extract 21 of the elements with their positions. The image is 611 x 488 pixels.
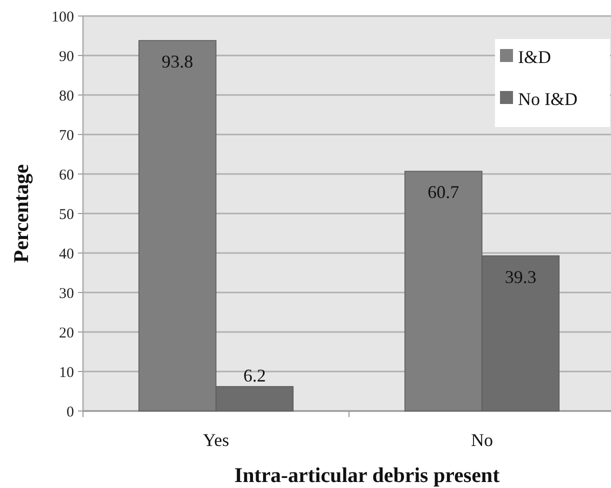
data-label: 93.8 <box>162 51 194 72</box>
y-tick-label: 70 <box>59 128 74 144</box>
y-tick-label: 90 <box>59 48 74 65</box>
y-tick-label: 0 <box>66 404 74 420</box>
legend-label: I&D <box>518 47 551 67</box>
y-tick-label: 100 <box>52 9 74 26</box>
y-tick-label: 80 <box>59 88 74 104</box>
y-tick-label: 60 <box>59 167 74 184</box>
x-tick-label: No <box>471 430 493 450</box>
legend-label: No I&D <box>518 89 578 109</box>
y-tick-label: 40 <box>59 246 74 262</box>
y-tick-label: 10 <box>59 364 74 381</box>
data-label: 6.2 <box>243 366 266 386</box>
x-tick-label: Yes <box>202 430 230 450</box>
y-tick-label: 20 <box>59 325 74 342</box>
x-axis-title: Intra-articular debris present <box>234 463 500 487</box>
y-axis-title: Percentage <box>9 164 33 263</box>
y-tick-label: 50 <box>59 206 74 223</box>
data-label: 39.3 <box>504 266 536 287</box>
data-label: 60.7 <box>428 182 460 202</box>
y-tick-label: 30 <box>59 286 74 302</box>
